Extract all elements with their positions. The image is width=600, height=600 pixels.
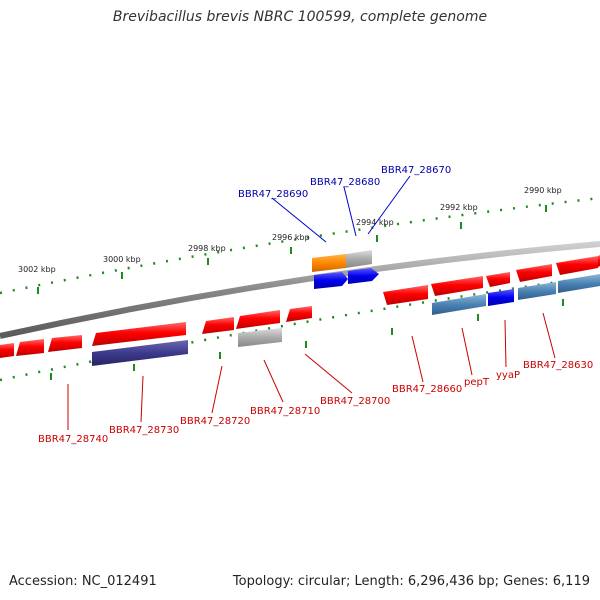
leader-line <box>504 319 507 368</box>
gene-feature-red[interactable] <box>556 256 598 275</box>
leader-line <box>140 375 144 423</box>
inner-scale-ticks <box>50 299 564 380</box>
gene-feature-red[interactable] <box>383 285 428 305</box>
leader-line <box>367 175 411 235</box>
gene-feature-red[interactable] <box>431 276 483 296</box>
gene-label-forward: BBR47_28690 <box>238 189 308 200</box>
topology-text: Topology: circular; Length: 6,296,436 bp… <box>232 574 590 589</box>
gene-feature-red[interactable] <box>236 310 280 329</box>
gene-label-reverse: pepT <box>464 377 490 388</box>
forward-strand-genes <box>312 250 600 315</box>
leader-line <box>263 359 284 403</box>
gene-feature-red[interactable] <box>48 335 82 352</box>
accession-text: Accession: NC_012491 <box>9 574 157 589</box>
scale-label: 2996 kbp <box>272 233 310 242</box>
outer-scale <box>0 196 600 295</box>
scale-label: 2992 kbp <box>440 203 478 212</box>
gene-feature-red[interactable] <box>516 264 552 282</box>
gene-label-reverse: BBR47_28740 <box>38 434 108 445</box>
reverse-label-leaders <box>67 312 556 430</box>
genome-backbone <box>0 241 600 339</box>
gene-label-reverse: BBR47_28710 <box>250 406 320 417</box>
forward-label-leaders <box>271 175 411 243</box>
gene-label-reverse: BBR47_28730 <box>109 425 179 436</box>
scale-label: 3002 kbp <box>18 265 56 274</box>
gene-feature-blue[interactable] <box>488 289 514 306</box>
gene-label-forward: BBR47_28680 <box>310 177 380 188</box>
leader-line <box>304 353 353 394</box>
gene-feature-orange[interactable] <box>312 254 346 272</box>
leader-line <box>542 312 556 359</box>
gene-feature-gray[interactable] <box>346 250 372 268</box>
gene-feature-blue[interactable] <box>348 268 379 284</box>
gene-label-forward: BBR47_28670 <box>381 165 451 176</box>
gene-feature-steel[interactable] <box>518 282 556 300</box>
scale-label: 2998 kbp <box>188 244 226 253</box>
gene-label-reverse: BBR47_28720 <box>180 416 250 427</box>
gene-feature-red[interactable] <box>0 343 14 358</box>
gene-feature-steel[interactable] <box>432 294 486 315</box>
gene-feature-gray[interactable] <box>238 328 282 347</box>
gene-label-reverse: BBR47_28630 <box>523 360 593 371</box>
gene-feature-red[interactable] <box>16 339 44 356</box>
gene-feature-dark[interactable] <box>92 340 188 366</box>
leader-line <box>271 197 327 243</box>
scale-label: 3000 kbp <box>103 255 141 264</box>
gene-feature-blue[interactable] <box>314 272 348 289</box>
leader-line <box>411 335 424 383</box>
scale-label: 2994 kbp <box>356 218 394 227</box>
gene-feature-red[interactable] <box>286 306 312 322</box>
genome-title: Brevibacillus brevis NBRC 100599, comple… <box>112 9 488 25</box>
leader-line <box>461 327 473 376</box>
gene-feature-red[interactable] <box>202 317 234 334</box>
gene-label-reverse: yyaP <box>496 370 520 381</box>
scale-label: 2990 kbp <box>524 186 562 195</box>
gene-label-reverse: BBR47_28660 <box>392 384 462 395</box>
gene-label-reverse: BBR47_28700 <box>320 396 390 407</box>
leader-line <box>343 186 357 237</box>
reverse-strand-genes <box>0 306 312 366</box>
gene-feature-steel[interactable] <box>558 274 600 293</box>
leader-line <box>211 365 223 414</box>
gene-feature-red[interactable] <box>486 272 510 287</box>
gene-feature-red[interactable] <box>92 322 186 346</box>
